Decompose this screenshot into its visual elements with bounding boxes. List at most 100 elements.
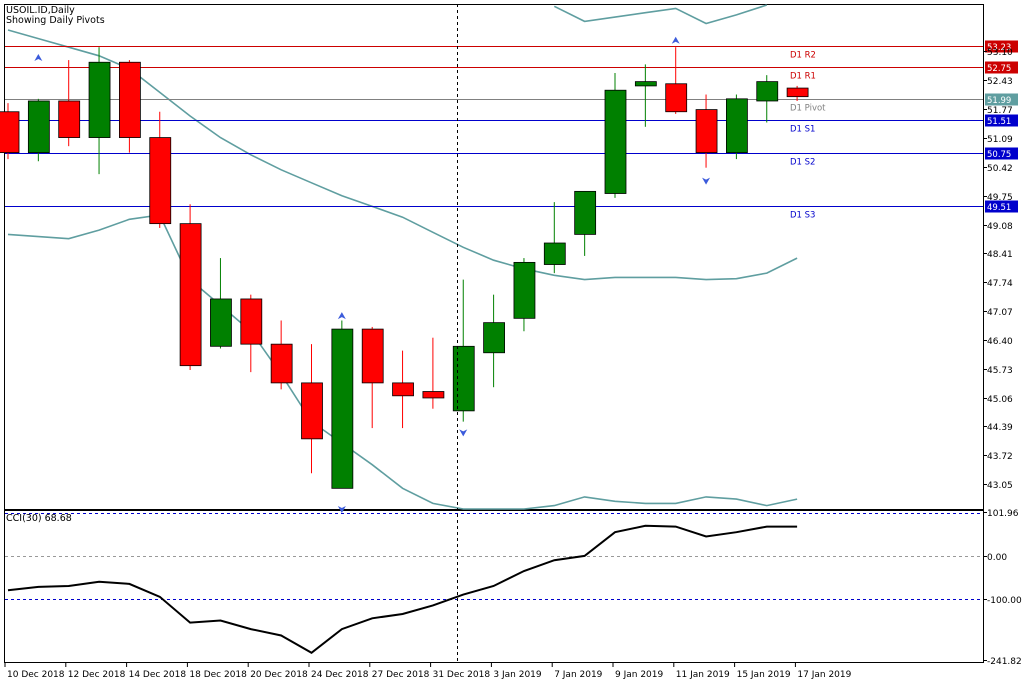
time-tick-label: 31 Dec 2018: [433, 670, 491, 680]
time-tick-label: 20 Dec 2018: [250, 670, 308, 680]
price-tick-label: 51.77: [987, 106, 1013, 116]
candle-body: [392, 382, 414, 397]
price-tick-label: 48.41: [987, 250, 1013, 260]
candle: [786, 85, 809, 101]
candle-body: [210, 298, 232, 347]
pivot-label: D1 S1: [790, 125, 815, 135]
candle-body: [574, 190, 597, 235]
candle: [0, 103, 20, 160]
candle: [604, 73, 627, 198]
candle-body: [543, 242, 566, 265]
candle-body: [301, 382, 323, 440]
envelope-lower-line: [7, 214, 798, 510]
candle-body: [0, 111, 20, 154]
time-tick-label: 24 Dec 2018: [311, 670, 369, 680]
fractal-down-marker: [702, 177, 711, 185]
candle-body: [149, 137, 172, 225]
pivot-price-value: 53.23: [987, 43, 1011, 53]
candle: [58, 60, 81, 147]
pivot-note-label: Showing Daily Pivots: [6, 15, 105, 26]
pivot-price-value: 52.75: [987, 64, 1011, 74]
candle-body: [452, 345, 475, 412]
cci-tick-label: 0.00: [987, 553, 1007, 563]
candle: [665, 47, 688, 114]
symbol-label: USOIL.ID,Daily: [6, 5, 75, 16]
candle: [422, 337, 445, 409]
pivot-label: D1 R1: [790, 72, 816, 82]
candle-body: [331, 328, 354, 489]
candle: [301, 344, 323, 474]
pivot-price-value: 50.75: [987, 150, 1011, 160]
candle-body: [513, 261, 536, 319]
pivot-price-tag: [985, 93, 1018, 106]
candle: [543, 202, 566, 274]
candle-body: [786, 87, 809, 98]
time-tick-label: 11 Jan 2019: [676, 670, 730, 680]
fractal-markers: [34, 36, 711, 513]
candle-body: [119, 61, 141, 138]
cci-label: CCI(30) 68.68: [6, 513, 72, 524]
time-tick-label: 27 Dec 2018: [372, 670, 430, 680]
time-tick-label: 17 Jan 2019: [797, 670, 851, 680]
candle: [513, 258, 536, 332]
time-tick-label: 9 Jan 2019: [615, 670, 663, 680]
candle: [726, 94, 748, 160]
time-tick-label: 12 Dec 2018: [68, 670, 126, 680]
candle-body: [58, 100, 81, 138]
time-tick-label: 15 Jan 2019: [737, 670, 791, 680]
time-tick-label: 18 Dec 2018: [189, 670, 247, 680]
candle: [695, 94, 718, 168]
candle-body: [604, 89, 627, 194]
price-axis: 53.10 52.43 51.77 51.09 50.42 49.75 49.08 48.41…: [983, 48, 1013, 491]
candle-body: [483, 322, 506, 354]
price-tick-label: 51.09: [987, 135, 1013, 145]
price-tick-label: 47.07: [987, 308, 1013, 318]
candle: [452, 279, 475, 422]
price-tick-label: 45.06: [987, 395, 1013, 405]
main-plot-frame: [4, 4, 984, 510]
candle: [756, 75, 779, 123]
cci-tick-label: -241.82: [987, 657, 1022, 667]
price-tick-label: 50.42: [987, 164, 1013, 174]
candle-body: [179, 223, 202, 367]
price-tick-label: 53.10: [987, 48, 1013, 58]
pivot-price-value: 51.51: [987, 117, 1011, 127]
pivot-lines: D1 R2 53.23 D1 R1 52.75 D1 Pivot 51.99 D1 S1 51…: [5, 40, 1018, 221]
pivot-price-tag: [985, 200, 1018, 213]
pivot-price-tag: [985, 114, 1018, 127]
price-tick-label: 43.05: [987, 481, 1013, 491]
fractal-down-marker: [459, 429, 468, 437]
candle: [574, 190, 597, 256]
price-tick-label: 52.43: [987, 77, 1013, 87]
candle: [331, 320, 354, 489]
candle: [270, 320, 293, 390]
pivot-label: D1 Pivot: [790, 104, 826, 114]
pivot-label: D1 S3: [790, 211, 815, 221]
candle-body: [270, 343, 293, 384]
fractal-up-marker: [337, 312, 346, 320]
candle-body: [422, 391, 445, 399]
candles: [0, 47, 809, 489]
pivot-price-tag: [985, 147, 1018, 160]
candle: [210, 258, 232, 349]
pivot-price-value: 51.99: [987, 96, 1011, 106]
pivot-price-value: 49.51: [987, 203, 1011, 213]
price-tick-label: 45.73: [987, 366, 1013, 376]
price-tick-label: 49.75: [987, 193, 1013, 203]
time-tick-label: 14 Dec 2018: [129, 670, 187, 680]
candle-body: [756, 81, 779, 102]
candle: [634, 64, 657, 127]
candle: [392, 350, 414, 429]
candle: [119, 60, 141, 153]
pivot-price-tag: [985, 61, 1018, 74]
fractal-up-marker: [34, 53, 43, 61]
candle-body: [665, 83, 688, 113]
cci-tick-label: 101.96: [987, 509, 1019, 519]
pivot-label: D1 S2: [790, 158, 815, 168]
candle-body: [27, 100, 50, 154]
envelope-upper-line: [553, 4, 768, 25]
price-tick-label: 46.40: [987, 337, 1013, 347]
price-tick-label: 49.08: [987, 222, 1013, 232]
candle: [27, 98, 50, 162]
